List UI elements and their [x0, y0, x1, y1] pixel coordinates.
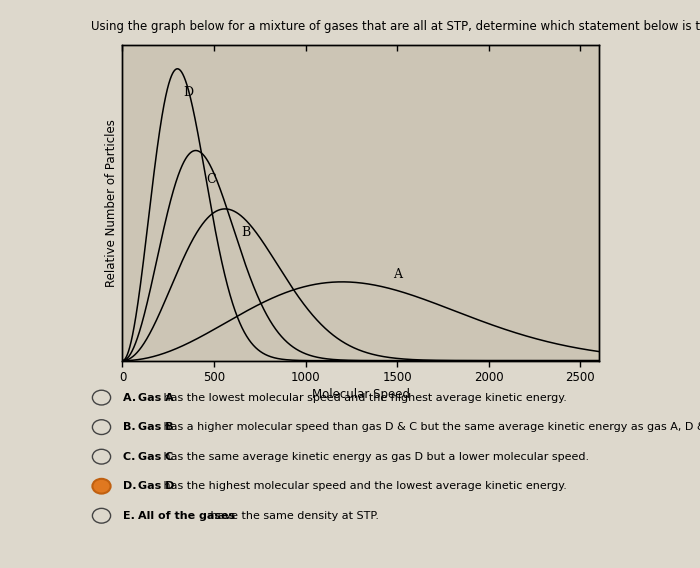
Text: A.: A. — [123, 392, 140, 403]
Text: D: D — [183, 86, 193, 99]
X-axis label: Molecular Speed: Molecular Speed — [312, 389, 410, 401]
Text: has the same average kinetic energy as gas D but a lower molecular speed.: has the same average kinetic energy as g… — [160, 452, 589, 462]
Text: All of the gases: All of the gases — [138, 511, 235, 521]
Text: Gas A: Gas A — [138, 392, 174, 403]
Text: D.: D. — [123, 481, 141, 491]
Text: Using the graph below for a mixture of gases that are all at STP, determine whic: Using the graph below for a mixture of g… — [91, 20, 700, 33]
Text: C: C — [206, 173, 216, 186]
Text: has the highest molecular speed and the lowest average kinetic energy.: has the highest molecular speed and the … — [160, 481, 566, 491]
Text: E.: E. — [123, 511, 139, 521]
Text: has the lowest molecular speed and the highest average kinetic energy.: has the lowest molecular speed and the h… — [160, 392, 566, 403]
Text: B: B — [241, 225, 251, 239]
Text: have the same density at STP.: have the same density at STP. — [207, 511, 379, 521]
Text: B.: B. — [123, 422, 140, 432]
Text: Gas B: Gas B — [138, 422, 174, 432]
Text: Gas C: Gas C — [138, 452, 173, 462]
Y-axis label: Relative Number of Particles: Relative Number of Particles — [105, 119, 118, 287]
Text: Gas D: Gas D — [138, 481, 174, 491]
Text: C.: C. — [123, 452, 139, 462]
Text: has a higher molecular speed than gas D & C but the same average kinetic energy : has a higher molecular speed than gas D … — [160, 422, 700, 432]
Text: A: A — [393, 268, 402, 281]
